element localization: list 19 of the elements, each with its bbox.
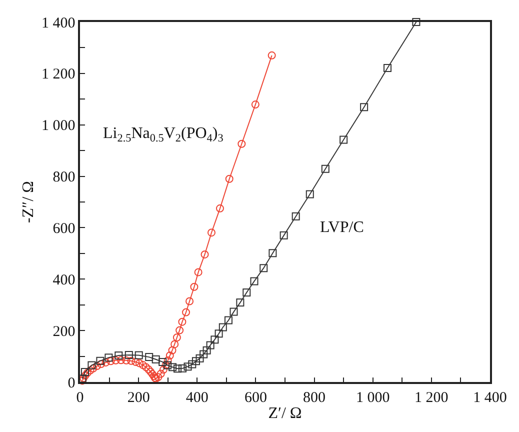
y-tick-label: 1 200 bbox=[42, 66, 76, 83]
x-tick-label: 400 bbox=[186, 390, 208, 406]
y-tick-label: 1 000 bbox=[42, 118, 76, 134]
y-tick-label: 400 bbox=[52, 272, 76, 288]
x-tick-label: 1 400 bbox=[473, 390, 507, 406]
x-tick-label: 600 bbox=[244, 390, 267, 406]
series-label: LVP/C bbox=[320, 219, 364, 236]
y-tick-label: 0 bbox=[68, 375, 76, 392]
x-tick-label: 1 000 bbox=[356, 390, 390, 406]
x-tick-label: 800 bbox=[303, 390, 326, 406]
y-axis-title: -Z″/ Ω bbox=[20, 180, 37, 224]
y-tick-label: 800 bbox=[52, 170, 76, 186]
x-axis-title: Z′/ Ω bbox=[268, 404, 302, 422]
x-tick-label: 200 bbox=[127, 390, 150, 406]
text: Li$_{2.5}$Na$_{0.5}$V$_{2}$(PO$_{4}$)$_{3}$ bbox=[103, 125, 224, 144]
y-tick-label: 1 400 bbox=[42, 15, 76, 32]
y-tick-label: 600 bbox=[52, 220, 76, 237]
x-tick-label: 1 200 bbox=[414, 390, 448, 406]
y-tick-label: 200 bbox=[52, 324, 76, 340]
